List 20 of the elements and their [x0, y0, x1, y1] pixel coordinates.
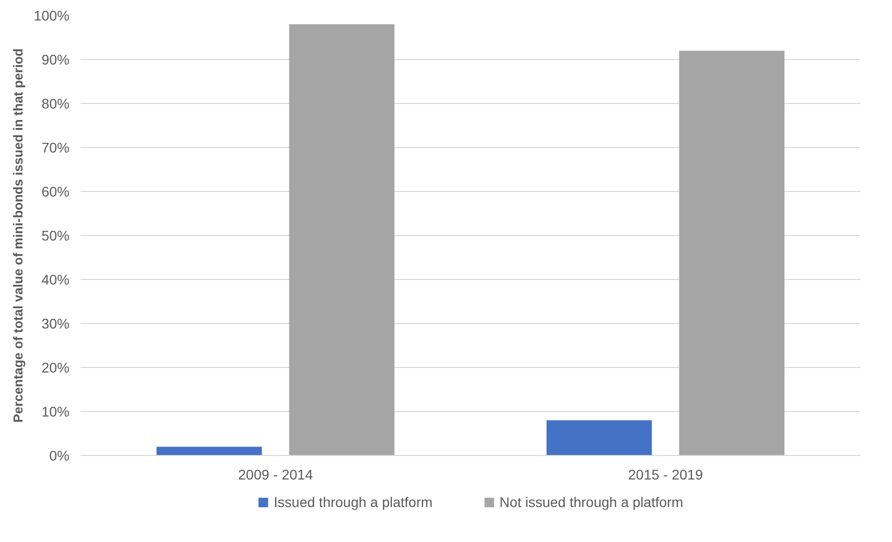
legend-label: Issued through a platform	[274, 494, 433, 510]
bar	[679, 50, 784, 456]
y-axis-title: Percentage of total value of mini-bonds issued in that period	[10, 48, 26, 423]
y-tick-label: 30%	[41, 316, 70, 332]
y-tick-label: 20%	[41, 360, 70, 376]
x-tick-label: 2015 - 2019	[628, 466, 704, 482]
y-tick-label: 80%	[41, 96, 70, 112]
x-tick-label: 2009 - 2014	[238, 466, 314, 482]
y-tick-label: 90%	[41, 52, 70, 68]
bar	[289, 24, 394, 456]
bar	[156, 446, 262, 456]
y-tick-label: 0%	[49, 448, 70, 464]
bar	[546, 420, 652, 456]
y-tick-label: 40%	[41, 272, 70, 288]
y-tick-label: 70%	[41, 140, 70, 156]
legend-label: Not issued through a platform	[500, 494, 684, 510]
y-tick-label: 50%	[41, 228, 70, 244]
y-tick-label: 10%	[41, 404, 70, 420]
y-tick-label: 60%	[41, 184, 70, 200]
y-tick-label: 100%	[34, 8, 70, 24]
